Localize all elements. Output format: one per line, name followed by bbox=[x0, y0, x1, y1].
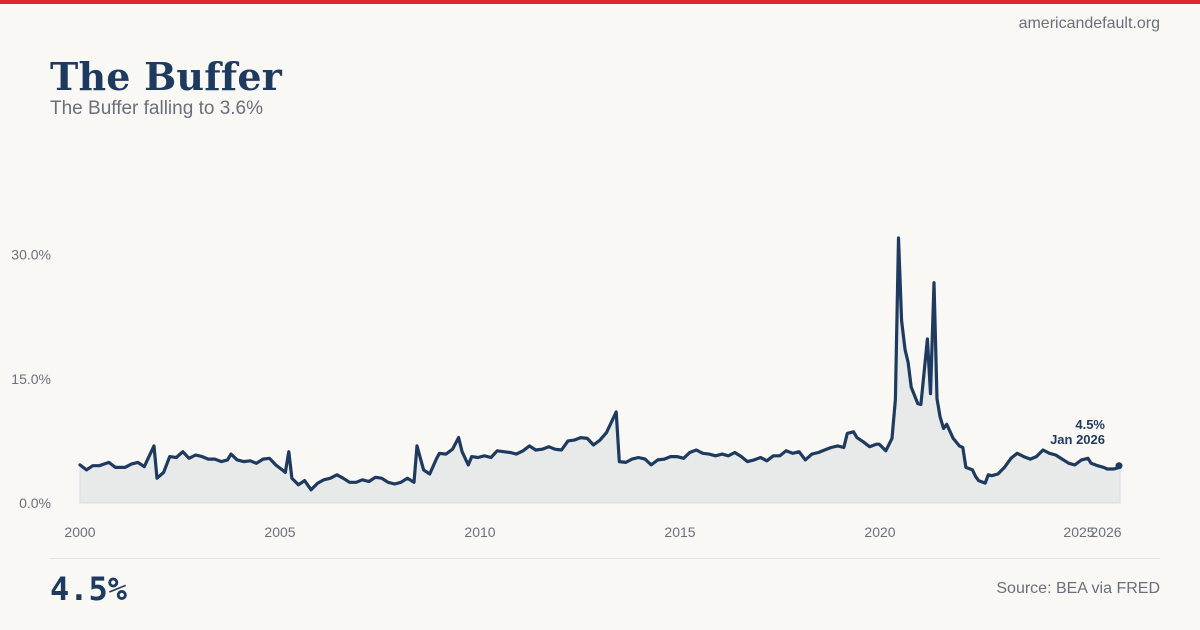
page-subtitle: The Buffer falling to 3.6% bbox=[50, 98, 263, 119]
x-tick-label: 2020 bbox=[864, 524, 895, 540]
annotation-date-label: Jan 2026 bbox=[1050, 432, 1105, 447]
y-tick-label: 15.0% bbox=[11, 371, 51, 387]
x-tick-label: 2005 bbox=[264, 524, 295, 540]
x-tick-label: 2015 bbox=[664, 524, 695, 540]
y-tick-label: 30.0% bbox=[11, 247, 51, 263]
end-point-marker bbox=[1115, 462, 1123, 470]
x-tick-label: 2000 bbox=[64, 524, 95, 540]
page-title: The Buffer bbox=[50, 54, 282, 99]
footer-divider bbox=[50, 558, 1160, 559]
top-accent-bar bbox=[0, 0, 1200, 4]
y-axis: 0.0% 15.0% 30.0% bbox=[11, 247, 51, 511]
x-tick-label: 2025 bbox=[1063, 524, 1094, 540]
chart: 0.0% 15.0% 30.0% 2000 2005 2010 2015 2020 20252… bbox=[11, 236, 1123, 540]
current-value: 4.5% bbox=[50, 570, 128, 608]
annotation-value-label: 4.5% bbox=[1075, 417, 1105, 432]
source-label: Source: BEA via FRED bbox=[996, 580, 1160, 597]
x-tick-label: 2010 bbox=[464, 524, 495, 540]
y-tick-label: 0.0% bbox=[19, 495, 51, 511]
site-url[interactable]: americandefault.org bbox=[1018, 15, 1160, 32]
x-tick-label: 2026 bbox=[1090, 524, 1121, 540]
series-line bbox=[78, 236, 1122, 492]
